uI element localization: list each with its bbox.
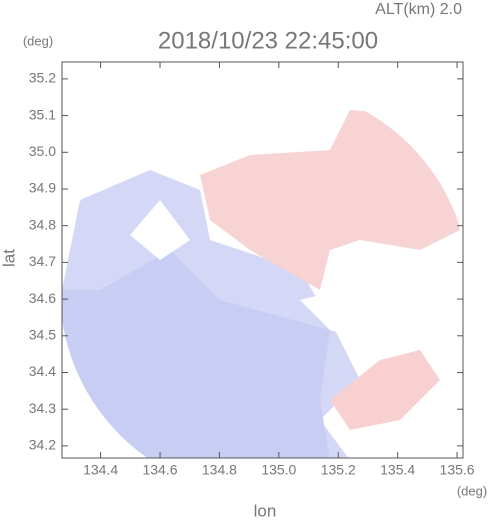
y-tick-label: 34.3 bbox=[29, 400, 56, 416]
y-unit: (deg) bbox=[23, 33, 53, 48]
y-tick-label: 34.5 bbox=[29, 326, 56, 342]
x-unit: (deg) bbox=[457, 483, 487, 498]
x-tick-label: 135.6 bbox=[440, 462, 475, 478]
y-axis-label: lat bbox=[0, 249, 18, 267]
x-axis-label: lon bbox=[254, 501, 277, 520]
radar-field bbox=[62, 110, 460, 458]
x-tick-label: 134.4 bbox=[83, 462, 118, 478]
x-tick-label: 135.0 bbox=[261, 462, 296, 478]
y-tick-label: 34.9 bbox=[29, 180, 56, 196]
plot-frame bbox=[61, 61, 464, 459]
chart-title: 2018/10/23 22:45:00 bbox=[158, 27, 378, 54]
y-tick-label: 34.2 bbox=[29, 437, 56, 453]
y-tick-label: 35.2 bbox=[29, 70, 56, 86]
x-tick-label: 134.8 bbox=[202, 462, 237, 478]
subtitle: ALT(km) 2.0 bbox=[375, 1, 462, 18]
y-tick-label: 34.7 bbox=[29, 253, 56, 269]
y-tick-label: 34.8 bbox=[29, 216, 56, 232]
x-tick-label: 135.2 bbox=[321, 462, 356, 478]
y-tick-label: 34.4 bbox=[29, 363, 56, 379]
y-tick-label: 35.1 bbox=[29, 106, 56, 122]
y-tick-label: 35.0 bbox=[29, 143, 56, 159]
y-tick-label: 34.6 bbox=[29, 290, 56, 306]
x-tick-label: 134.6 bbox=[142, 462, 177, 478]
x-tick-label: 135.4 bbox=[380, 462, 415, 478]
